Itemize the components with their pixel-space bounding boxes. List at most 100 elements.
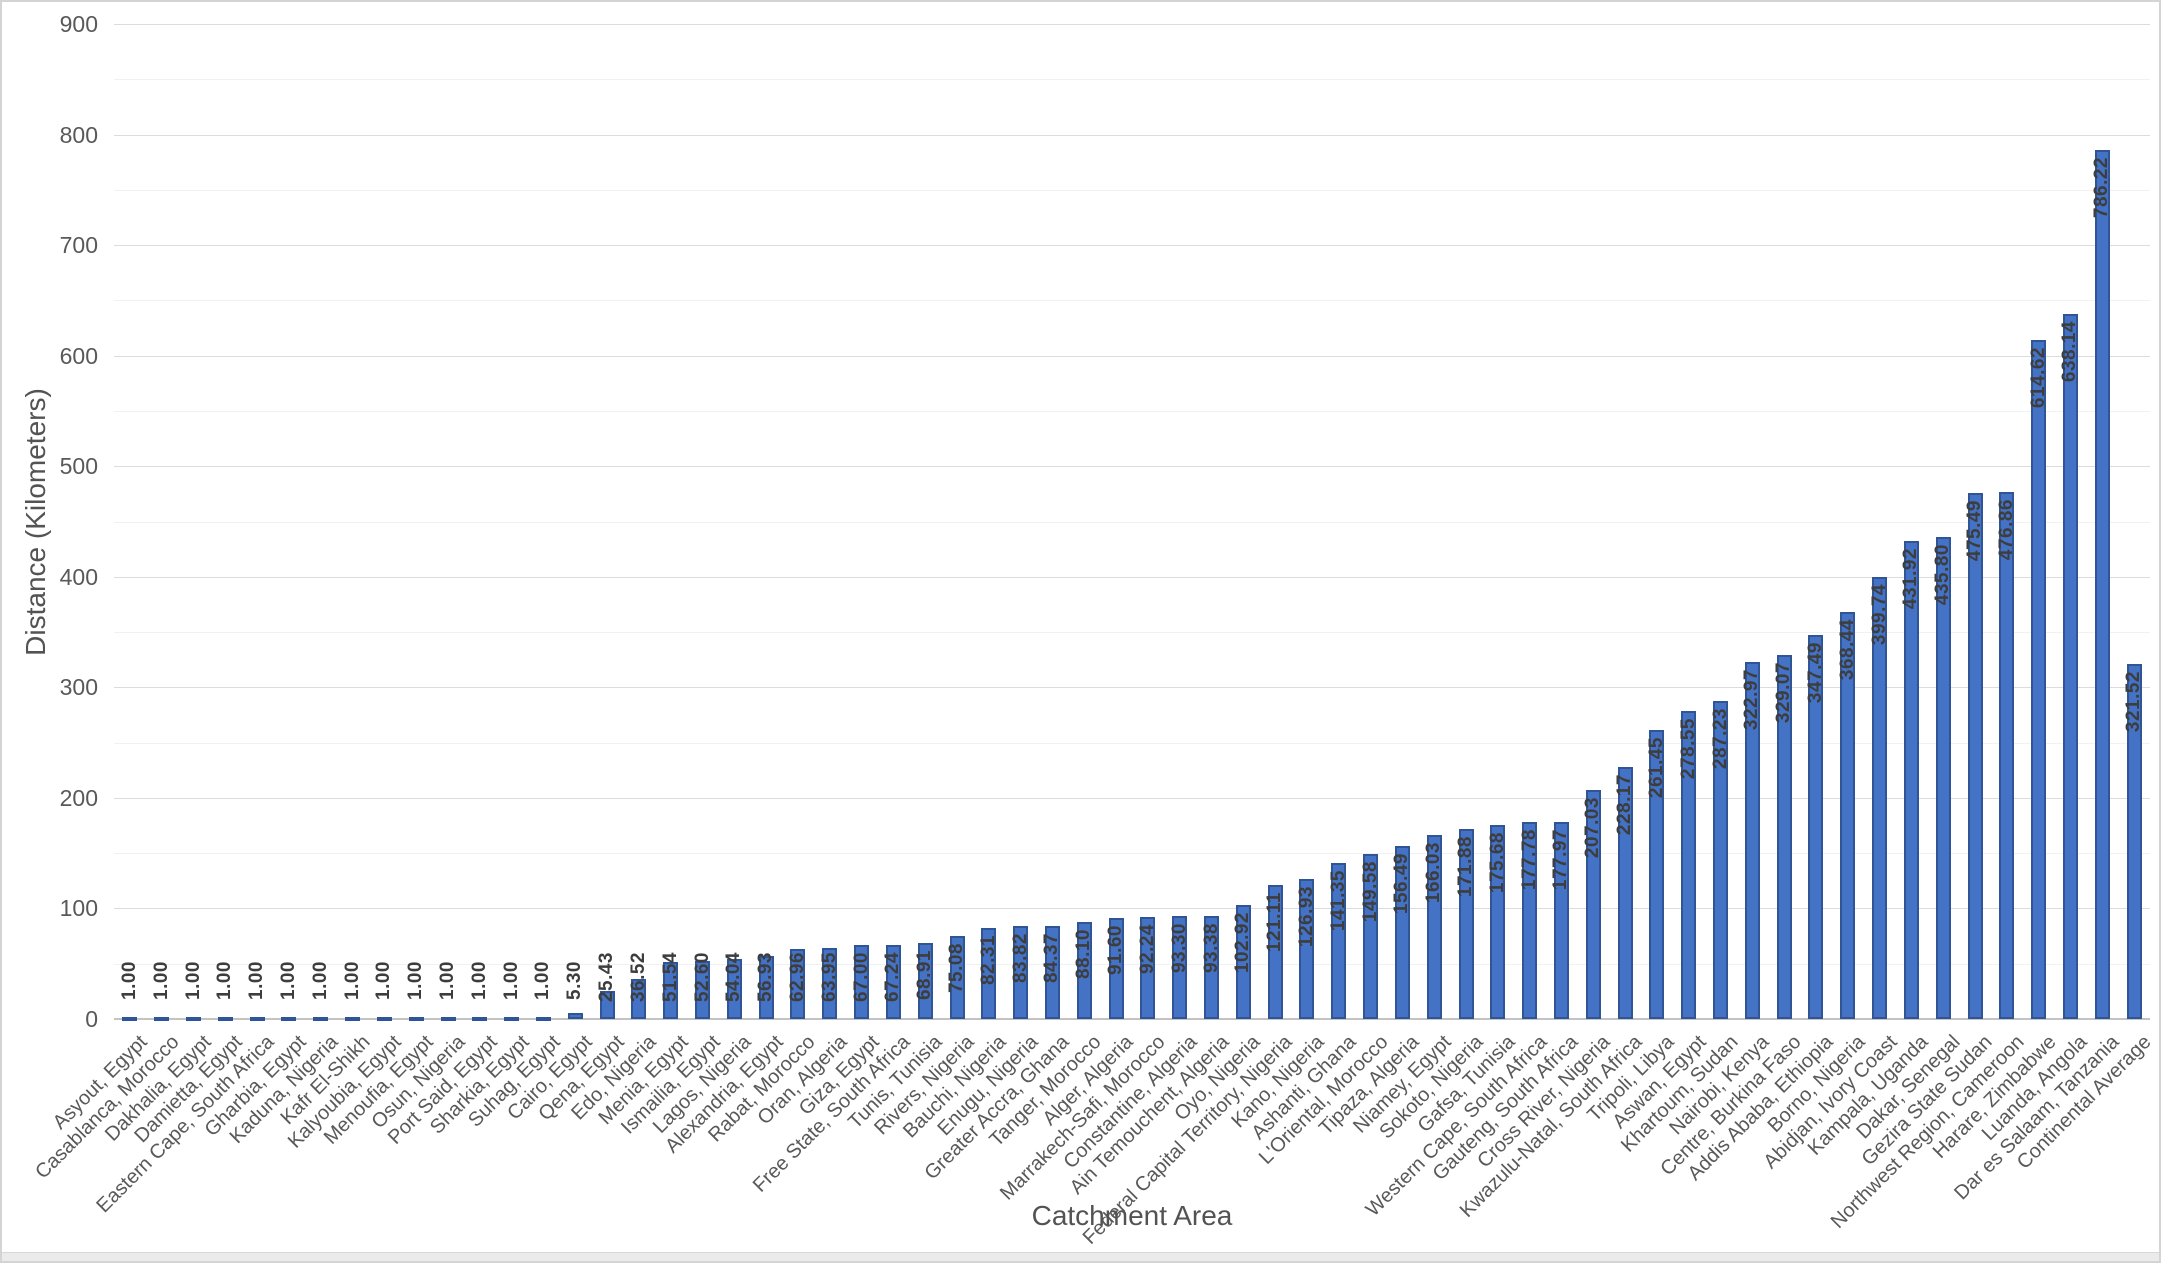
- bar-value-label: 431.92: [1900, 548, 1922, 610]
- bar-value-label: 321.52: [2123, 670, 2145, 732]
- minor-gridline: [114, 853, 2150, 855]
- bar-value-label: 368.44: [1836, 618, 1858, 680]
- bar-value-label: 83.82: [1009, 933, 1031, 984]
- bar: [567, 1013, 583, 1019]
- bar: [1140, 917, 1156, 1019]
- bar: [1935, 537, 1951, 1019]
- bar-value-label: 329.07: [1773, 662, 1795, 724]
- bar: [1872, 577, 1888, 1019]
- bar-value-label: 68.91: [914, 949, 936, 1000]
- bar: [981, 928, 997, 1019]
- y-axis-tick-label: 300: [59, 674, 98, 701]
- bar: [1649, 729, 1665, 1019]
- bar-value-label: 156.49: [1391, 852, 1413, 915]
- bar-value-label: 84.37: [1041, 932, 1063, 983]
- bar: [1299, 878, 1315, 1019]
- bar: [1713, 701, 1729, 1019]
- bar-value-label: 1.00: [309, 960, 331, 1000]
- y-axis-tick-label: 200: [59, 784, 98, 811]
- bar: [217, 1017, 233, 1021]
- bar: [663, 962, 679, 1019]
- bar: [1585, 790, 1601, 1019]
- bar: [885, 944, 901, 1019]
- bar: [854, 944, 870, 1019]
- bar-value-label: 75.08: [946, 942, 968, 994]
- bar-value-label: 5.30: [564, 960, 586, 1000]
- bar-value-label: 786.22: [2091, 156, 2113, 218]
- bar: [472, 1017, 488, 1021]
- bar-value-label: 177.97: [1550, 829, 1572, 891]
- bar: [1172, 915, 1188, 1019]
- bar: [1044, 925, 1060, 1019]
- bar-value-label: 228.17: [1614, 773, 1636, 835]
- bar-value-label: 91.60: [1105, 924, 1127, 975]
- bar: [949, 935, 965, 1019]
- bar-value-label: 51.54: [659, 951, 681, 1002]
- major-gridline: [114, 355, 2150, 357]
- major-gridline: [114, 466, 2150, 468]
- bar-value-label: 88.10: [1073, 928, 1095, 979]
- bar: [2062, 313, 2078, 1019]
- y-axis-tick-label: 700: [59, 232, 98, 259]
- bar: [2031, 339, 2047, 1019]
- minor-gridline: [114, 521, 2150, 523]
- major-gridline: [114, 245, 2150, 247]
- bar-value-label: 476.86: [1995, 498, 2017, 560]
- bar: [1903, 541, 1919, 1019]
- bar-value-label: 207.03: [1582, 797, 1604, 859]
- bar: [1681, 711, 1697, 1019]
- bar-value-label: 475.49: [1964, 500, 1986, 562]
- bar: [1108, 917, 1124, 1019]
- bar-value-label: 82.31: [977, 935, 999, 986]
- bar: [1617, 766, 1633, 1019]
- bar: [1363, 853, 1379, 1019]
- bar-value-label: 166.03: [1423, 842, 1445, 904]
- bar: [599, 990, 615, 1019]
- y-axis-tick-label: 900: [59, 11, 98, 37]
- bar: [2094, 149, 2110, 1019]
- bar-value-label: 93.30: [1168, 922, 1190, 973]
- major-gridline: [114, 908, 2150, 910]
- bar: [535, 1017, 551, 1021]
- bar-value-label: 121.11: [1264, 892, 1286, 953]
- bar: [726, 959, 742, 1019]
- bar-value-label: 1.00: [246, 960, 268, 1000]
- bar-value-label: 141.35: [1327, 869, 1349, 931]
- bar-value-label: 287.23: [1709, 708, 1731, 770]
- bar: [1840, 611, 1856, 1019]
- bar: [345, 1017, 361, 1021]
- major-gridline: [114, 576, 2150, 578]
- bar-value-label: 1.00: [405, 960, 427, 1000]
- minor-gridline: [114, 963, 2150, 965]
- bar: [1744, 661, 1760, 1019]
- minor-gridline: [114, 410, 2150, 412]
- minor-gridline: [114, 189, 2150, 191]
- bar: [154, 1017, 170, 1021]
- bar-value-label: 1.00: [214, 960, 236, 1000]
- bar: [1553, 822, 1569, 1019]
- bar-value-label: 1.00: [468, 960, 490, 1000]
- bar-value-label: 347.49: [1804, 641, 1826, 703]
- bottom-frame-strip: [2, 1252, 2159, 1261]
- bar: [1267, 885, 1283, 1019]
- bar-value-label: 102.92: [1232, 912, 1254, 974]
- bar-value-label: 52.60: [691, 951, 713, 1002]
- bar-value-label: 1.00: [341, 960, 363, 1000]
- bar: [122, 1017, 138, 1021]
- x-axis-title: Catchment Area: [1031, 1200, 1233, 1231]
- bar-value-label: 1.00: [277, 960, 299, 1000]
- major-gridline: [114, 797, 2150, 799]
- bar-value-label: 175.68: [1486, 831, 1508, 893]
- bar: [1776, 655, 1792, 1019]
- bar-value-label: 36.52: [627, 951, 649, 1002]
- bar: [1331, 862, 1347, 1019]
- bar: [313, 1017, 329, 1021]
- bar: [1967, 493, 1983, 1019]
- y-axis-tick-label: 800: [59, 121, 98, 148]
- bar: [631, 978, 647, 1019]
- bar: [1458, 828, 1474, 1019]
- bar-value-label: 67.24: [882, 951, 904, 1002]
- y-axis-tick-label: 500: [59, 453, 98, 480]
